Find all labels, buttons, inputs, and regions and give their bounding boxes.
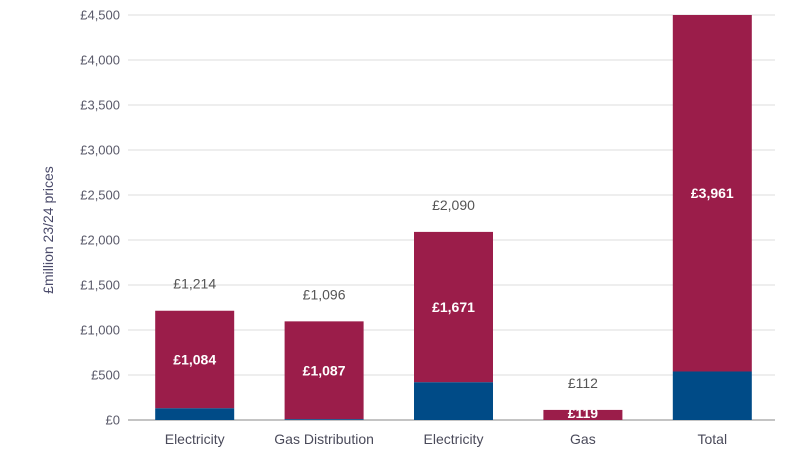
y-tick-label: £500 — [91, 368, 120, 383]
bar-total-label: £1,096 — [303, 286, 346, 302]
x-category-label: Electricity — [424, 431, 484, 447]
bar-value-label: £1,084 — [173, 352, 216, 368]
x-category-label: Total — [698, 431, 728, 447]
bar-segment-upper — [284, 321, 364, 420]
bar-segment-upper — [672, 15, 752, 372]
y-tick-label: £2,000 — [80, 233, 120, 248]
bar-segment-upper — [155, 310, 235, 409]
x-category-label: Gas — [570, 431, 596, 447]
y-tick-label: £1,000 — [80, 323, 120, 338]
bar-total-label: £112 — [568, 375, 598, 391]
y-tick-label: £3,000 — [80, 143, 120, 158]
bar-value-label: £3,961 — [691, 185, 734, 201]
x-category-label: Electricity — [165, 431, 225, 447]
y-tick-label: £1,500 — [80, 278, 120, 293]
bar-segment-upper — [543, 409, 623, 420]
bar-total-label: £2,090 — [432, 197, 475, 213]
y-tick-label: £3,500 — [80, 98, 120, 113]
y-tick-label: £4,500 — [80, 8, 120, 23]
bar-total-label: £1,214 — [173, 276, 216, 292]
bar-value-label: £1,087 — [303, 362, 346, 378]
bar-segment-upper — [414, 231, 493, 383]
bar-segment-lower — [414, 382, 493, 420]
bar-value-label: £119 — [568, 405, 599, 421]
y-tick-label: £4,000 — [80, 53, 120, 68]
y-tick-label: £0 — [106, 413, 120, 428]
bar-value-label: £1,671 — [432, 299, 475, 315]
bar-segment-lower — [284, 419, 364, 420]
bar-segment-lower — [155, 408, 235, 420]
y-axis-label: £million 23/24 prices — [40, 166, 56, 294]
x-category-label: Gas Distribution — [274, 431, 374, 447]
y-tick-label: £2,500 — [80, 188, 120, 203]
bar-segment-lower — [672, 371, 752, 420]
